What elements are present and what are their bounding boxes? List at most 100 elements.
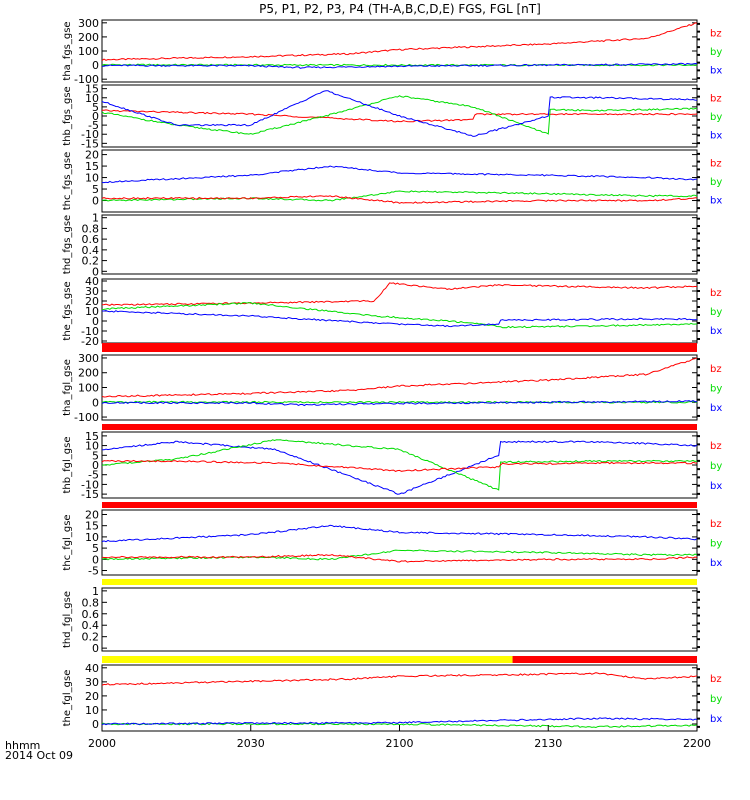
y-tick-label: 5 [92, 183, 99, 196]
panel-frame [101, 587, 698, 652]
y-tick-label: 0 [92, 110, 99, 123]
status-bar-segment [102, 424, 697, 430]
legend-bx: bx [710, 66, 722, 77]
y-tick-label: 10 [85, 531, 99, 544]
series-line-by [101, 301, 698, 329]
series-line-bz [101, 195, 698, 204]
y-tick-label: -10 [81, 325, 99, 338]
legend-by: by [710, 694, 722, 705]
series-line-bz [101, 459, 698, 472]
y-tick-label: 300 [78, 17, 99, 30]
series-line-by [101, 95, 698, 135]
y-tick-label: 100 [78, 45, 99, 58]
time-axis-label: hhmm [5, 739, 40, 752]
series-line-bx [101, 400, 697, 407]
y-tick-label: 40 [85, 662, 99, 675]
series-line-bz [101, 357, 698, 398]
y-tick-label: 5 [92, 101, 99, 114]
y-tick-label: 30 [85, 676, 99, 689]
y-tick-label: 15 [85, 83, 99, 96]
legend-bz: bz [710, 158, 722, 169]
y-tick-label: 20 [85, 690, 99, 703]
y-tick-label: -15 [81, 488, 99, 501]
y-tick-label: 200 [78, 367, 99, 380]
y-tick-label: 0 [92, 315, 99, 328]
y-tick-label: 10 [85, 172, 99, 185]
status-bar-segment [102, 656, 513, 663]
y-tick-label: 0.2 [82, 631, 100, 644]
status-bar-segment [102, 579, 697, 585]
legend-bx: bx [710, 558, 722, 569]
y-tick-label: 100 [78, 382, 99, 395]
y-tick-label: 10 [85, 92, 99, 105]
legend-bz: bz [710, 288, 722, 299]
y-axis-label: the_fgs_gse [62, 281, 73, 340]
y-tick-label: 0 [92, 59, 99, 72]
series-line-by [101, 549, 698, 561]
legend-bz: bz [710, 93, 722, 104]
y-tick-label: 0.6 [82, 233, 100, 246]
y-axis-label: thc_fgs_gse [62, 152, 73, 211]
y-tick-label: -10 [81, 478, 99, 491]
y-axis-label: thd_fgs_gse [62, 215, 73, 274]
legend-by: by [710, 47, 722, 58]
series-line-bz [101, 22, 698, 61]
y-axis-label: tha_fgs_gse [62, 21, 73, 80]
series-line-bx [101, 717, 698, 726]
legend-bz: bz [710, 674, 722, 685]
y-tick-label: 0.4 [82, 619, 100, 632]
panel-frame [101, 214, 698, 275]
series-line-bx [101, 165, 698, 184]
status-bar-segment [102, 343, 697, 352]
series-line-bz [101, 553, 698, 563]
y-tick-label: 0 [92, 718, 99, 731]
series-line-bx [101, 90, 698, 137]
status-bars-group [102, 343, 697, 663]
legend-bz: bz [710, 364, 722, 375]
x-tick-label: 2130 [534, 737, 562, 750]
y-tick-label: -10 [81, 128, 99, 141]
y-tick-label: -5 [88, 565, 99, 578]
legend-bx: bx [710, 196, 722, 207]
legend-bx: bx [710, 403, 722, 414]
y-axis-label: thc_fgl_gse [62, 514, 73, 570]
y-tick-label: 0 [92, 265, 99, 278]
status-bar-segment [102, 502, 697, 508]
series-line-by [101, 63, 698, 67]
y-tick-label: -100 [74, 73, 99, 86]
y-tick-label: 10 [85, 704, 99, 717]
date-label: 2014 Oct 09 [5, 749, 73, 762]
y-axis-label: the_fgl_gse [62, 670, 73, 727]
y-tick-label: 40 [85, 275, 99, 288]
panel-frame [101, 278, 698, 344]
legend-bx: bx [710, 326, 722, 337]
x-tick-label: 2030 [237, 737, 265, 750]
y-tick-label: 5 [92, 542, 99, 555]
panel-thd_fgs_gse: 00.20.40.60.81 thd_fgs_gse [62, 212, 700, 278]
panel-frame [101, 19, 698, 83]
y-tick-label: 0.4 [82, 244, 100, 257]
legend-bx: bx [710, 714, 722, 725]
y-tick-label: 1 [92, 585, 99, 598]
y-tick-label: 0.8 [82, 222, 100, 235]
legend-by: by [710, 539, 722, 550]
y-tick-label: -20 [81, 335, 99, 348]
y-tick-label: 10 [85, 305, 99, 318]
y-tick-label: 0.8 [82, 596, 100, 609]
series-line-bz [102, 109, 698, 123]
legend-bx: bx [710, 131, 722, 142]
series-line-bx [102, 309, 698, 328]
x-tick-label: 2000 [88, 737, 116, 750]
y-tick-label: 1 [92, 212, 99, 225]
legend-by: by [710, 112, 722, 123]
series-line-by [101, 722, 698, 729]
y-tick-label: 15 [85, 160, 99, 173]
y-axis-label: thb_fgl_gse [62, 437, 73, 494]
